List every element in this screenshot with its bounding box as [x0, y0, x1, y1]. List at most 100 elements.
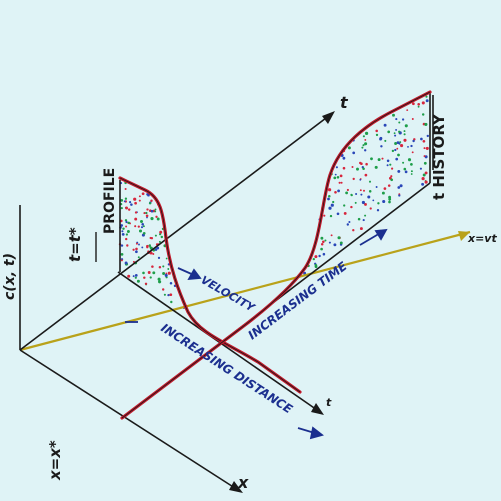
stipple-dot	[403, 133, 406, 136]
stipple-dot	[150, 209, 154, 213]
stipple-dot	[352, 151, 356, 155]
stipple-dot	[359, 189, 362, 192]
stipple-dot	[125, 225, 128, 228]
x-axis-line	[19, 349, 239, 491]
stipple-dot	[164, 273, 168, 277]
stipple-dot	[130, 203, 133, 206]
stipple-dot	[127, 221, 131, 225]
history-curve-outline	[121, 91, 431, 419]
stipple-dot	[335, 166, 338, 169]
stipple-dot	[423, 147, 426, 150]
stipple-dot	[121, 233, 125, 236]
stipple-dot	[336, 212, 340, 216]
stipple-dot	[320, 242, 324, 246]
stipple-dot	[390, 178, 394, 182]
profile-base-line	[117, 271, 321, 413]
stipple-dot	[422, 173, 426, 177]
stipple-dot	[397, 186, 401, 189]
t-eq-tstar-label: t=t*	[66, 227, 84, 262]
stipple-dot	[388, 195, 392, 199]
stipple-dot	[138, 229, 143, 233]
increasing-distance-arrowhead	[309, 426, 324, 440]
stipple-dot	[148, 202, 152, 205]
stipple-dot	[150, 199, 153, 202]
stipple-dot	[157, 256, 161, 260]
stipple-dot	[377, 202, 380, 205]
stipple-dot	[394, 142, 398, 145]
stipple-dot	[387, 130, 391, 134]
stipple-dot	[127, 274, 131, 278]
stipple-dot	[142, 225, 145, 228]
stipple-dot	[403, 138, 407, 142]
stipple-dot	[359, 227, 363, 231]
stipple-dot	[124, 197, 128, 200]
stipple-dot	[383, 187, 387, 190]
stipple-dot	[398, 130, 401, 133]
stipple-dot	[167, 268, 170, 270]
stipple-dot	[422, 139, 426, 143]
stipple-dot	[406, 109, 409, 111]
t-axis-label: t	[340, 93, 349, 112]
stipple-dot	[404, 124, 408, 128]
stipple-dot	[412, 102, 415, 106]
stipple-dot	[132, 275, 135, 278]
stipple-dot	[125, 220, 128, 224]
stipple-dot	[377, 158, 381, 162]
stipple-dot	[359, 178, 362, 181]
stipple-dot	[407, 158, 412, 162]
stipple-dot	[169, 293, 173, 297]
stipple-dot	[392, 113, 395, 117]
stipple-dot	[165, 272, 168, 275]
stipple-dot	[330, 234, 333, 237]
stipple-dot	[134, 225, 137, 228]
stipple-dot	[394, 148, 397, 152]
stipple-dot	[312, 257, 315, 261]
stipple-dot	[314, 255, 318, 259]
stipple-dot	[152, 271, 156, 275]
stipple-dot	[135, 250, 138, 254]
stipple-dot	[120, 244, 124, 247]
stipple-dot	[137, 225, 140, 228]
stipple-dot	[339, 241, 343, 245]
front-t-label: t	[326, 396, 332, 409]
stipple-dot	[364, 202, 367, 206]
stipple-dot	[167, 271, 171, 275]
stipple-dot	[147, 271, 151, 274]
stipple-dot	[329, 214, 333, 218]
stipple-dot	[132, 248, 135, 251]
x-axis-label: x	[237, 473, 249, 492]
stipple-dot	[395, 128, 398, 131]
stipple-dot	[380, 145, 383, 148]
stipple-dot	[375, 186, 378, 188]
stipple-dot	[136, 279, 140, 283]
stipple-dot	[346, 188, 349, 192]
stipple-dot	[357, 217, 361, 221]
stipple-dot	[386, 164, 389, 167]
stipple-dot	[133, 197, 137, 201]
stipple-dot	[332, 200, 335, 204]
stipple-dot	[381, 191, 385, 195]
stipple-dot	[421, 182, 425, 186]
stipple-dot	[375, 129, 378, 133]
stipple-dot	[320, 247, 323, 251]
stipple-dot	[343, 211, 347, 215]
stipple-dot	[387, 184, 391, 187]
stipple-dot	[143, 212, 146, 215]
stipple-dot	[397, 153, 400, 157]
stipple-dot	[355, 192, 358, 196]
stipple-dot	[364, 149, 367, 152]
stipple-dot	[368, 180, 372, 183]
stipple-dot	[339, 174, 343, 178]
stipple-dot	[141, 192, 145, 196]
characteristic-arrowhead	[458, 231, 470, 241]
stipple-dot	[158, 265, 162, 269]
stipple-dot	[343, 204, 346, 207]
stipple-dot	[421, 101, 425, 105]
stipple-dot	[163, 293, 166, 296]
stipple-dot	[165, 257, 168, 260]
stipple-dot	[135, 247, 138, 251]
stipple-dot	[395, 118, 398, 121]
stipple-dot	[141, 223, 144, 226]
x-axis-arrowhead	[229, 481, 243, 493]
